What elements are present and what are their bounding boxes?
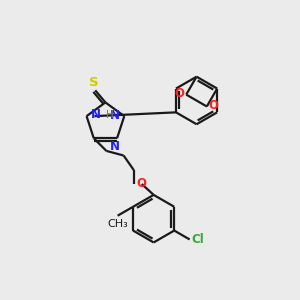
Text: O: O: [137, 178, 147, 190]
Text: N: N: [91, 108, 100, 121]
Text: S: S: [89, 76, 99, 89]
Text: N: N: [110, 109, 120, 122]
Text: N: N: [110, 140, 120, 153]
Text: CH₃: CH₃: [107, 219, 128, 229]
Text: O: O: [209, 99, 219, 112]
Text: H: H: [106, 110, 113, 120]
Text: Cl: Cl: [191, 233, 204, 246]
Text: O: O: [174, 87, 184, 100]
